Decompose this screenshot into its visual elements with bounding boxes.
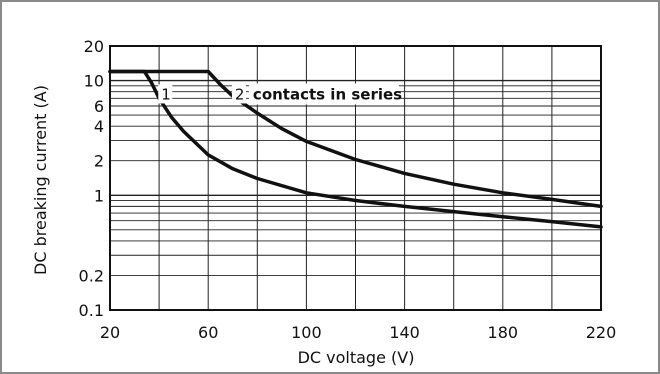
series-curve-1 — [108, 69, 603, 229]
x-axis-label: DC voltage (V) — [298, 348, 415, 367]
y-tick-label: 10 — [84, 72, 104, 91]
x-tick-label: 100 — [291, 323, 322, 342]
series-group — [108, 69, 603, 229]
y-tick-label: 2 — [94, 152, 104, 171]
series-label-bg — [158, 84, 173, 104]
annotation-contacts-in-series: contacts in series — [253, 85, 402, 103]
series-labels: 1 2 contacts in series — [158, 83, 402, 105]
x-tick-labels: 20 60 100 140 180 220 — [100, 323, 616, 342]
series-label-bg — [231, 84, 246, 104]
y-tick-label: 0.1 — [79, 301, 104, 320]
y-axis-label: DC breaking current (A) — [31, 85, 50, 275]
y-tick-label: 6 — [94, 97, 104, 116]
y-tick-labels: 0.1 0.2 1 2 46 10 20 — [79, 37, 104, 320]
x-tick-label: 180 — [488, 323, 519, 342]
series-label-1: 1 — [161, 85, 171, 103]
x-tick-label: 140 — [389, 323, 420, 342]
x-tick-label: 60 — [198, 323, 218, 342]
y-tick-label: 1 — [94, 186, 104, 205]
x-tick-label: 20 — [100, 323, 120, 342]
series-curve-2 — [108, 69, 603, 209]
series-label-2: 2 — [235, 85, 245, 103]
x-tick-label: 220 — [586, 323, 617, 342]
plot-border — [109, 45, 602, 311]
annotation-bg — [248, 83, 399, 105]
y-tick-label: 4 — [94, 117, 104, 136]
y-tick-label: 0.2 — [79, 266, 104, 285]
y-tick-label: 20 — [84, 37, 104, 56]
